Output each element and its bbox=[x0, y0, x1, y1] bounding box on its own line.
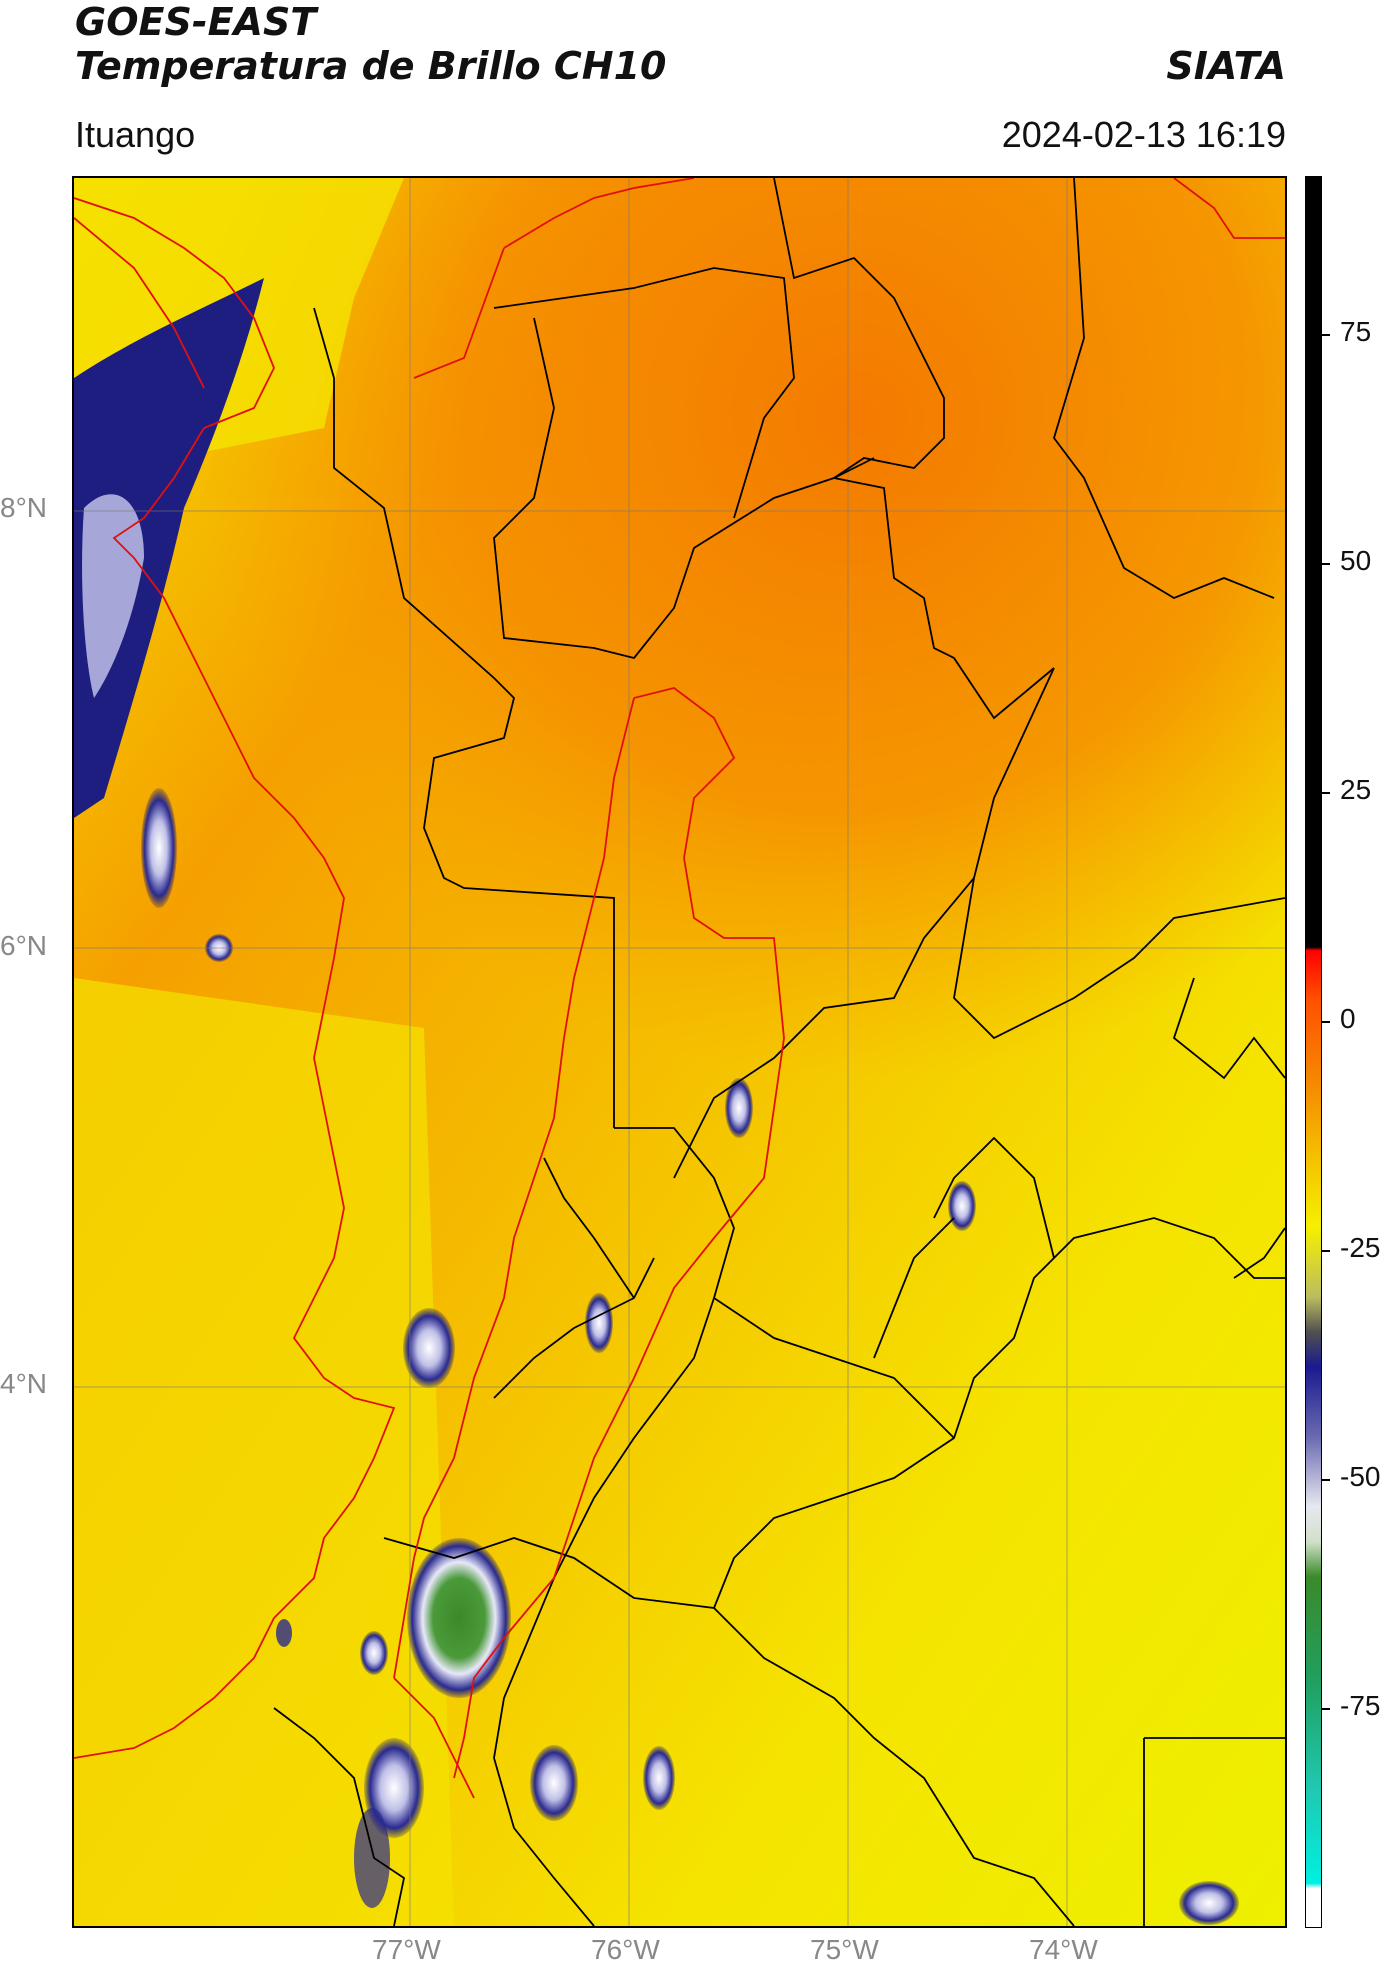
title-line-1: GOES-EAST bbox=[75, 0, 317, 44]
colorbar-label-neg25: -25 bbox=[1340, 1232, 1381, 1263]
colorbar-tick bbox=[1322, 563, 1330, 565]
cloud-band-northwest bbox=[74, 278, 264, 818]
national-borders bbox=[74, 178, 1285, 1799]
map-svg bbox=[74, 178, 1285, 1926]
storm-cell-green-core bbox=[407, 1538, 511, 1698]
cloud-cell bbox=[276, 1619, 292, 1647]
colorbar-label-neg50: -50 bbox=[1340, 1461, 1381, 1492]
colorbar-label-75: 75 bbox=[1340, 316, 1372, 347]
admin-borders bbox=[273, 178, 1285, 1926]
lat-label-6n: 6°N bbox=[0, 930, 47, 961]
lon-label-77w: 77°W bbox=[372, 1934, 441, 1965]
colorbar bbox=[1305, 176, 1322, 1928]
colorbar-tick bbox=[1322, 1021, 1330, 1023]
cloud-cell bbox=[1179, 1881, 1239, 1925]
region-subtitle: Ituango bbox=[75, 114, 196, 155]
cloud-cell bbox=[354, 1808, 390, 1908]
cloud-cell bbox=[725, 1078, 753, 1138]
cloud-cell bbox=[948, 1181, 976, 1231]
cloud-cell bbox=[141, 788, 177, 908]
cool-southwest bbox=[74, 978, 454, 1926]
colorbar-label-25: 25 bbox=[1340, 774, 1372, 805]
satellite-map bbox=[72, 176, 1287, 1928]
cloud-cell bbox=[643, 1746, 675, 1810]
colorbar-label-neg75: -75 bbox=[1340, 1690, 1381, 1721]
title-line-2: Temperatura de Brillo CH10 bbox=[75, 44, 667, 88]
colorbar-tick bbox=[1322, 334, 1330, 336]
brand-label: SIATA bbox=[1166, 44, 1286, 88]
gridlines bbox=[74, 178, 1285, 1926]
colorbar-tick bbox=[1322, 1708, 1330, 1710]
colorbar-tick bbox=[1322, 1479, 1330, 1481]
lon-label-75w: 75°W bbox=[810, 1934, 879, 1965]
lon-label-76w: 76°W bbox=[591, 1934, 660, 1965]
cloud-cell bbox=[530, 1745, 578, 1821]
colorbar-label-50: 50 bbox=[1340, 545, 1372, 576]
colorbar-gradient bbox=[1306, 177, 1321, 1927]
colorbar-label-0: 0 bbox=[1340, 1003, 1356, 1034]
timestamp: 2024-02-13 16:19 bbox=[1001, 114, 1286, 155]
colorbar-tick bbox=[1322, 1250, 1330, 1252]
cloud-cell bbox=[585, 1293, 613, 1353]
cloud-band-core bbox=[82, 494, 144, 698]
colorbar-tick bbox=[1322, 792, 1330, 794]
cloud-cell bbox=[360, 1631, 388, 1675]
cloud-cell bbox=[403, 1308, 455, 1388]
lat-label-8n: 8°N bbox=[0, 492, 47, 523]
lon-label-74w: 74°W bbox=[1029, 1934, 1098, 1965]
lat-label-4n: 4°N bbox=[0, 1368, 47, 1399]
